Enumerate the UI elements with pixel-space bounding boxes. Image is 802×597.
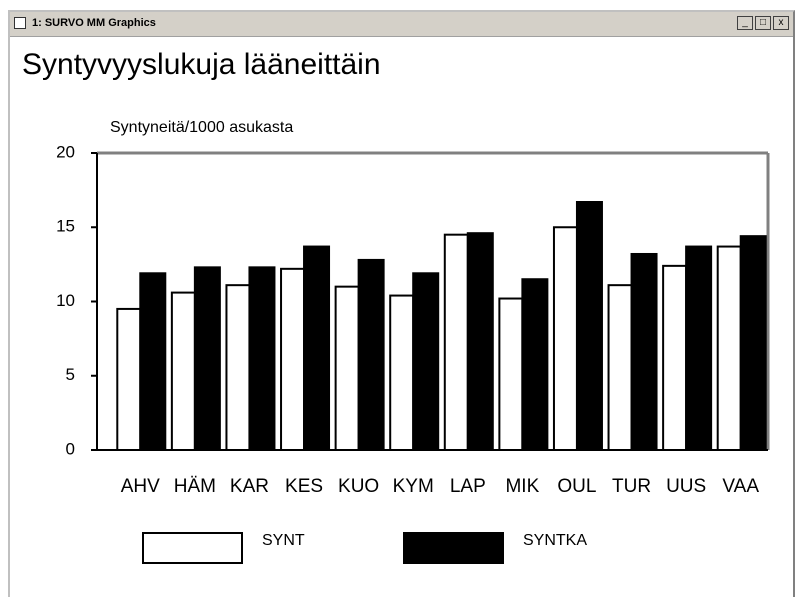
- x-tick-label: KUO: [338, 476, 379, 497]
- bar: [575, 201, 603, 451]
- title-bar: 1: SURVO MM Graphics _ □ x: [10, 12, 793, 37]
- bar: [685, 245, 713, 451]
- bar: [498, 297, 524, 451]
- bar: [630, 252, 658, 451]
- x-tick-label: LAP: [450, 476, 486, 497]
- x-tick-label: UUS: [666, 476, 706, 497]
- minimize-button[interactable]: _: [737, 16, 753, 30]
- bar: [739, 235, 767, 451]
- window-icon: [14, 17, 26, 29]
- bar: [521, 278, 549, 451]
- bar: [303, 245, 331, 451]
- x-tick-label: TUR: [612, 476, 651, 497]
- bar: [662, 264, 688, 451]
- legend-swatch: [403, 532, 504, 564]
- x-tick-label: VAA: [722, 476, 759, 497]
- x-tick-label: AHV: [121, 476, 160, 497]
- bar: [170, 291, 196, 451]
- bar: [225, 284, 251, 452]
- bar: [280, 267, 306, 451]
- x-tick-label: HÄM: [174, 476, 216, 497]
- window-title: 1: SURVO MM Graphics: [32, 17, 156, 29]
- y-tick-label: 0: [66, 439, 75, 458]
- close-button[interactable]: x: [773, 16, 789, 30]
- bar: [139, 272, 167, 451]
- bar: [716, 245, 742, 451]
- y-tick-label: 10: [56, 291, 75, 310]
- bar: [116, 307, 142, 451]
- legend-label: SYNTKA: [523, 532, 587, 549]
- chart-title: Syntyvyyslukuja lääneittäin: [22, 48, 381, 81]
- maximize-button[interactable]: □: [755, 16, 771, 30]
- legend-swatch: [142, 532, 243, 564]
- x-tick-label: KES: [285, 476, 323, 497]
- bar: [248, 266, 276, 451]
- y-axis-label: Syntyneitä/1000 asukasta: [110, 119, 293, 136]
- bar: [389, 294, 415, 451]
- bar: [443, 233, 469, 451]
- x-tick-label: KAR: [230, 476, 269, 497]
- x-tick-label: OUL: [557, 476, 596, 497]
- legend-label: SYNT: [262, 532, 305, 549]
- bar: [357, 258, 385, 452]
- bar: [412, 272, 440, 451]
- y-tick-label: 20: [56, 142, 75, 161]
- bar: [466, 232, 494, 451]
- bar: [334, 285, 360, 451]
- bar: [552, 226, 578, 451]
- bar: [607, 284, 633, 452]
- y-tick-label: 5: [66, 365, 75, 384]
- bar: [193, 266, 221, 451]
- y-tick-label: 15: [56, 217, 75, 236]
- x-tick-label: MIK: [505, 476, 539, 497]
- x-tick-label: KYM: [393, 476, 434, 497]
